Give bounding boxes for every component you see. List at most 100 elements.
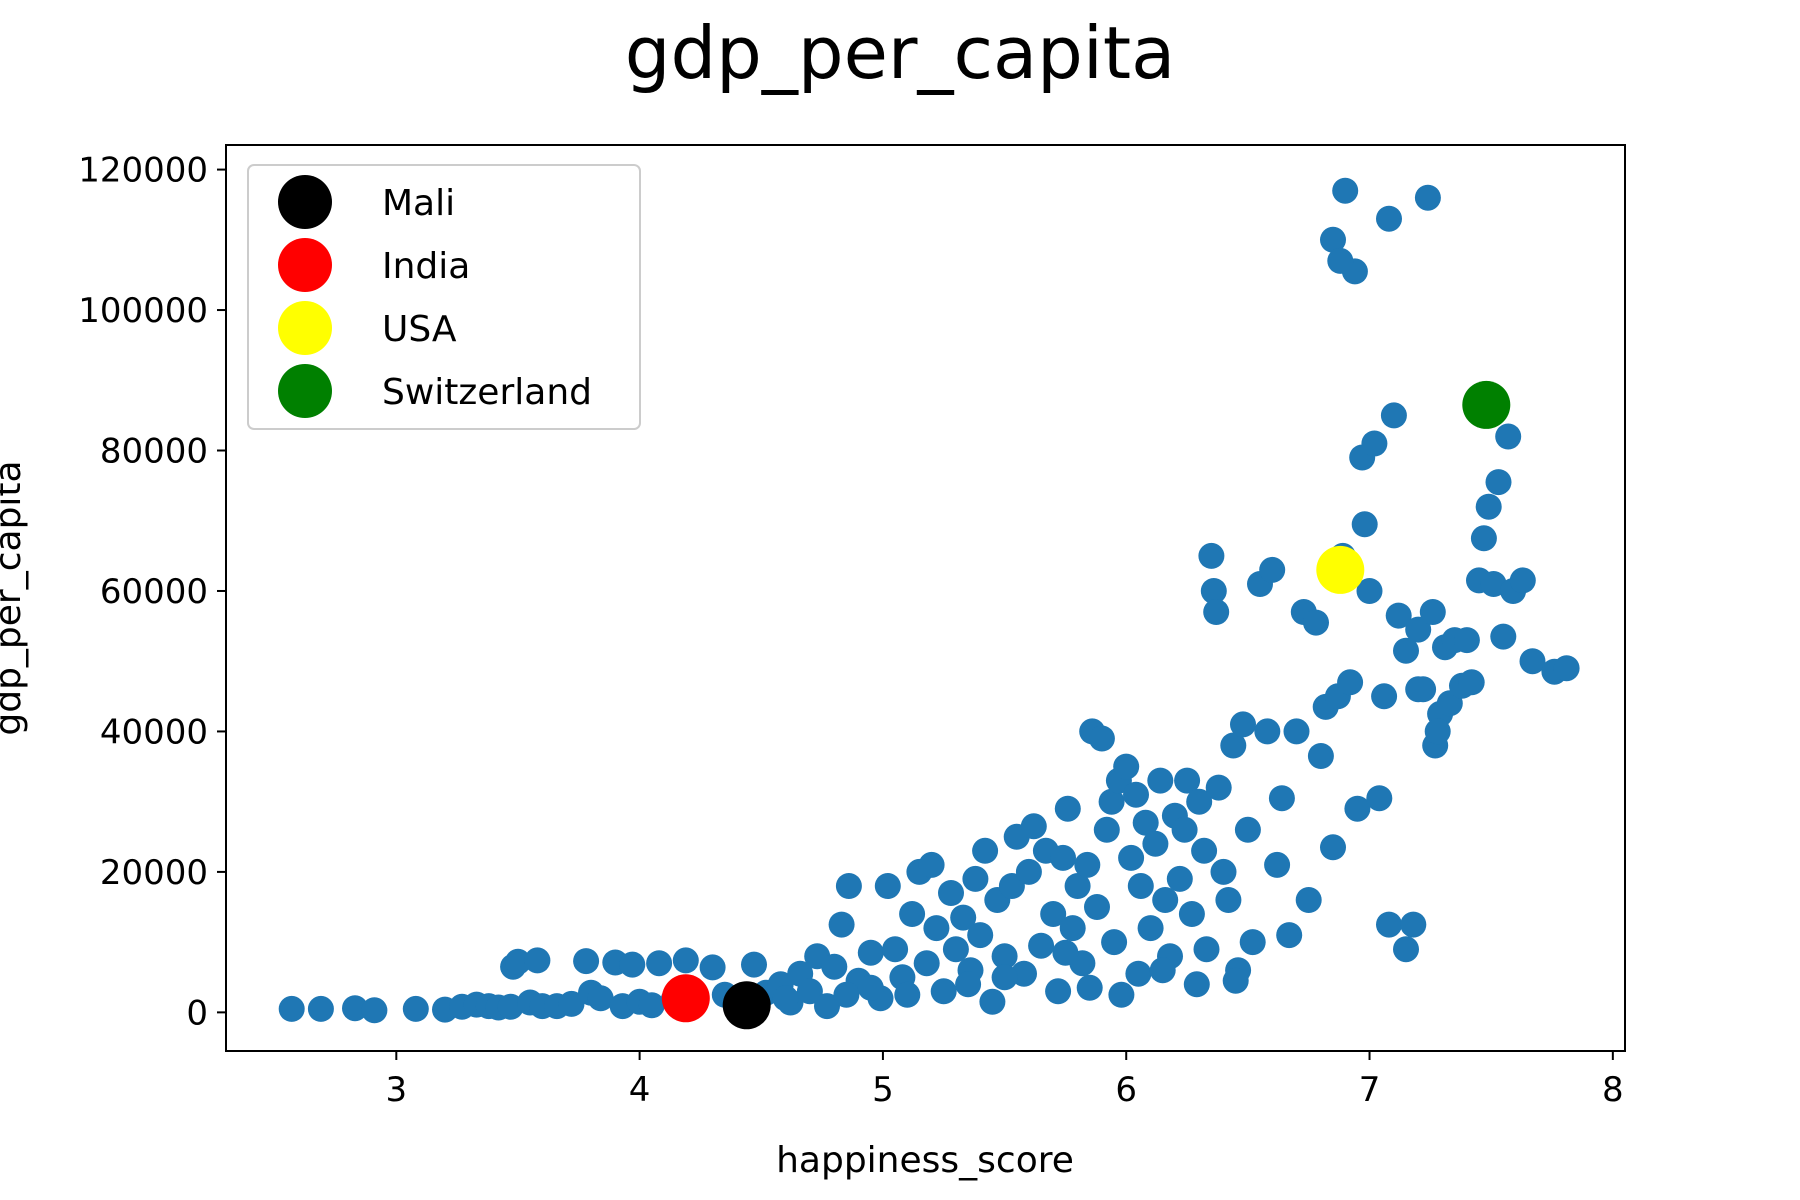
data-point <box>1376 205 1402 232</box>
y-axis-label: gdp_per_capita <box>0 460 29 735</box>
y-tick-label: 0 <box>186 993 208 1033</box>
data-point <box>1174 767 1201 794</box>
data-point <box>1149 957 1176 984</box>
y-tick-label: 20000 <box>100 853 208 893</box>
highlight-point-switzerland <box>1462 380 1511 429</box>
data-point <box>1205 774 1232 801</box>
data-point <box>1495 423 1522 450</box>
data-point <box>1351 511 1378 538</box>
data-point <box>1264 851 1291 878</box>
data-point <box>524 947 551 974</box>
data-point <box>1052 939 1079 966</box>
x-tick-label: 4 <box>629 1070 651 1110</box>
data-point <box>1028 932 1055 959</box>
data-point <box>833 981 860 1008</box>
data-point <box>638 992 665 1019</box>
data-point <box>930 978 957 1005</box>
data-point <box>1040 901 1067 927</box>
data-point <box>1064 873 1091 899</box>
x-tick-label: 8 <box>1602 1070 1624 1110</box>
data-point <box>1203 599 1230 625</box>
data-point <box>1166 865 1193 892</box>
highlight-layer <box>661 380 1511 1030</box>
x-tick-label: 6 <box>1115 1070 1137 1110</box>
legend-label-mali: Mali <box>382 183 455 224</box>
data-point <box>1093 816 1120 843</box>
data-point <box>918 851 945 878</box>
data-point <box>573 948 600 975</box>
highlight-point-india <box>661 974 710 1023</box>
data-point <box>361 997 388 1024</box>
data-point <box>1344 795 1371 822</box>
legend-marker-mali <box>278 175 332 229</box>
data-point <box>1193 936 1220 963</box>
data-point <box>1152 887 1179 913</box>
data-point <box>672 947 699 974</box>
legend-marker-usa <box>278 301 332 355</box>
y-axis-ticks: 0 20000 40000 60000 80000 100000 120000 <box>78 151 226 1033</box>
legend-marker-switzerland <box>278 364 332 418</box>
data-point <box>1230 711 1256 738</box>
data-point <box>894 981 921 1008</box>
data-point <box>962 865 989 892</box>
data-point <box>1405 616 1432 643</box>
y-tick-label: 60000 <box>100 572 208 612</box>
x-tick-label: 7 <box>1359 1070 1381 1110</box>
data-point <box>1147 767 1174 794</box>
data-point <box>741 951 767 978</box>
data-point <box>1458 669 1485 696</box>
data-point <box>1059 915 1086 942</box>
data-point <box>938 880 964 906</box>
data-point <box>1123 781 1149 808</box>
data-point <box>1276 922 1303 949</box>
x-tick-label: 5 <box>872 1070 894 1110</box>
data-point <box>979 988 1006 1015</box>
data-point <box>942 936 969 963</box>
data-point <box>1183 971 1210 998</box>
data-point <box>1376 911 1402 938</box>
data-point <box>699 954 726 981</box>
data-point <box>1054 795 1081 822</box>
data-point <box>796 978 823 1005</box>
data-point <box>874 873 901 899</box>
data-point <box>1076 974 1103 1001</box>
legend-box <box>247 164 641 430</box>
data-point <box>955 971 982 998</box>
x-tick-label: 3 <box>385 1070 407 1110</box>
data-point <box>1084 894 1110 920</box>
data-point <box>972 837 999 864</box>
data-point <box>1320 226 1346 253</box>
data-point <box>821 953 848 980</box>
data-point <box>307 995 334 1022</box>
data-point <box>1020 813 1047 840</box>
data-point <box>1393 936 1419 963</box>
data-point <box>835 873 862 899</box>
legend-label-usa: USA <box>382 309 457 350</box>
data-point <box>1414 184 1441 211</box>
data-point <box>497 993 524 1020</box>
data-point <box>899 901 926 927</box>
points-layer <box>278 177 1580 1024</box>
x-axis-label: happiness_score <box>776 1140 1074 1181</box>
data-point <box>1519 648 1546 675</box>
data-point <box>1366 785 1393 812</box>
data-point <box>646 950 673 977</box>
data-point <box>1098 788 1125 815</box>
data-point <box>1453 627 1480 654</box>
data-point <box>1198 542 1225 569</box>
data-point <box>1101 929 1128 956</box>
data-point <box>991 964 1018 991</box>
data-point <box>1356 578 1383 604</box>
data-point <box>1470 525 1497 552</box>
data-point <box>1400 911 1427 938</box>
data-point <box>1475 493 1502 520</box>
data-point <box>1485 469 1512 496</box>
data-point <box>1307 743 1334 769</box>
data-point <box>814 993 840 1020</box>
data-point <box>1337 669 1364 696</box>
data-point <box>1074 851 1101 878</box>
y-tick-label: 80000 <box>100 432 208 472</box>
data-point <box>1118 844 1145 871</box>
data-point <box>1295 887 1322 913</box>
